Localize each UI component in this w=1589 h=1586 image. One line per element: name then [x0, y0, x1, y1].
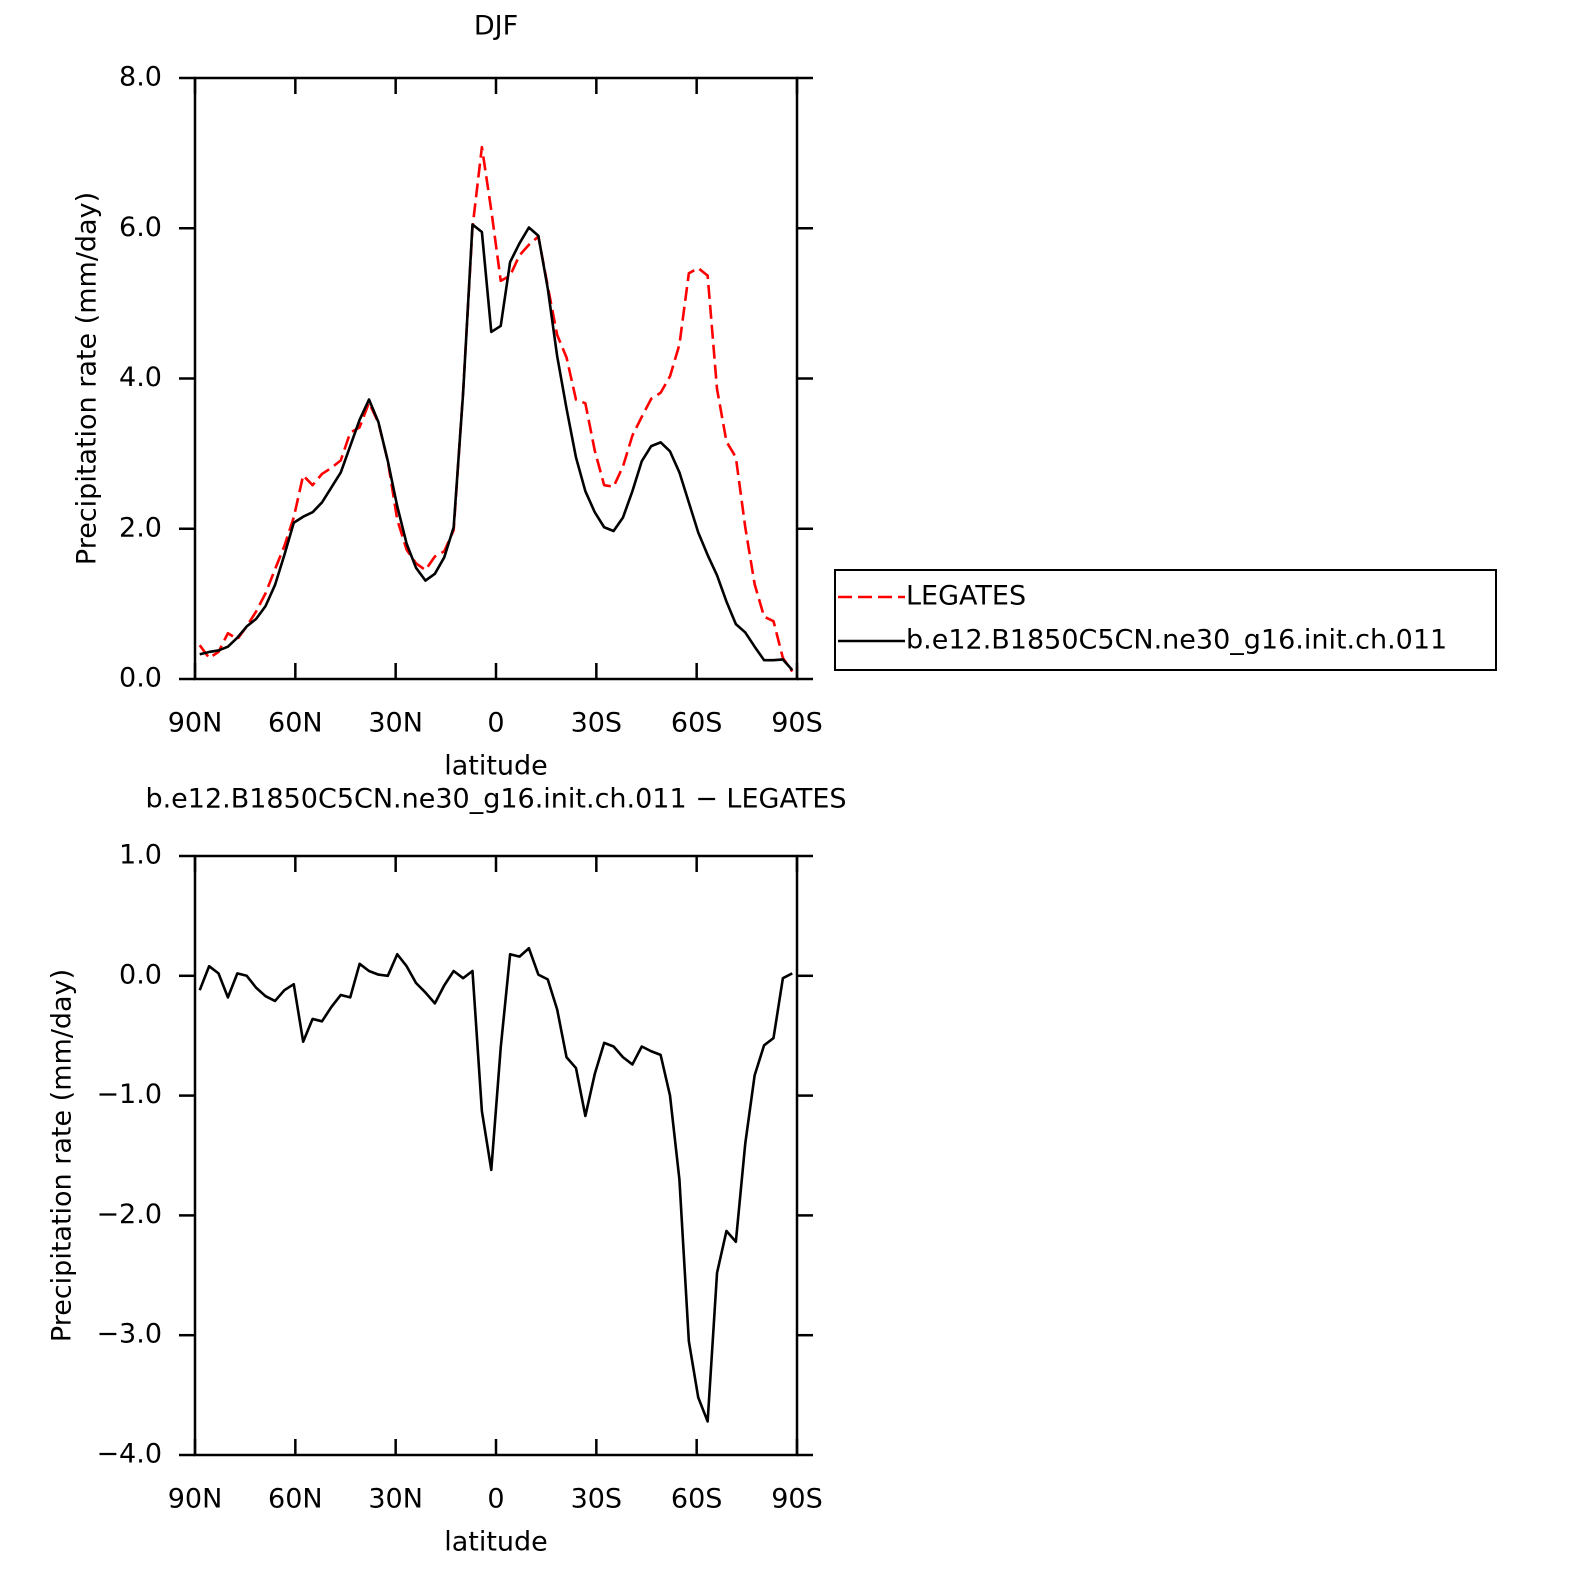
y-tick-label: −4.0	[96, 1439, 162, 1470]
y-tick-label: 2.0	[119, 512, 162, 543]
y-tick-label: 0.0	[119, 663, 162, 694]
x-tick-label: 60N	[268, 708, 323, 739]
chart-title: DJF	[474, 11, 518, 42]
x-tick-label: 60S	[671, 708, 723, 739]
legend-box	[834, 569, 1497, 671]
x-tick-label: 30N	[368, 1484, 423, 1515]
data-line	[198, 946, 793, 1423]
data-line	[198, 145, 794, 673]
y-tick-label: −2.0	[96, 1199, 162, 1230]
x-tick-label: 90N	[168, 708, 223, 739]
data-line	[199, 223, 794, 671]
y-tick-label: 4.0	[119, 362, 162, 393]
x-tick-label: 60N	[268, 1484, 323, 1515]
y-axis-label: Precipitation rate (mm/day)	[72, 192, 103, 565]
y-tick-label: −1.0	[96, 1079, 162, 1110]
legend-label: b.e12.B1850C5CN.ne30_g16.init.ch.011	[906, 625, 1447, 656]
plot-frame	[193, 854, 799, 1457]
x-tick-label: 0	[487, 1484, 504, 1515]
plot-frame	[193, 76, 799, 681]
x-tick-label: 90S	[771, 1484, 823, 1515]
y-tick-label: −3.0	[96, 1319, 162, 1350]
x-tick-label: 30S	[571, 1484, 623, 1515]
x-axis-label: latitude	[444, 1527, 548, 1558]
x-tick-label: 0	[487, 708, 504, 739]
x-tick-label: 30N	[368, 708, 423, 739]
x-tick-label: 60S	[671, 1484, 723, 1515]
y-axis-label: Precipitation rate (mm/day)	[47, 969, 78, 1342]
x-tick-label: 90S	[771, 708, 823, 739]
x-axis-label: latitude	[444, 751, 548, 782]
x-tick-label: 30S	[571, 708, 623, 739]
y-tick-label: 1.0	[119, 840, 162, 871]
x-tick-label: 90N	[168, 1484, 223, 1515]
legend-label: LEGATES	[906, 581, 1026, 612]
y-tick-label: 6.0	[119, 212, 162, 243]
y-tick-label: 8.0	[119, 62, 162, 93]
chart-title: b.e12.B1850C5CN.ne30_g16.init.ch.011 − L…	[145, 784, 846, 815]
y-tick-label: 0.0	[119, 959, 162, 990]
